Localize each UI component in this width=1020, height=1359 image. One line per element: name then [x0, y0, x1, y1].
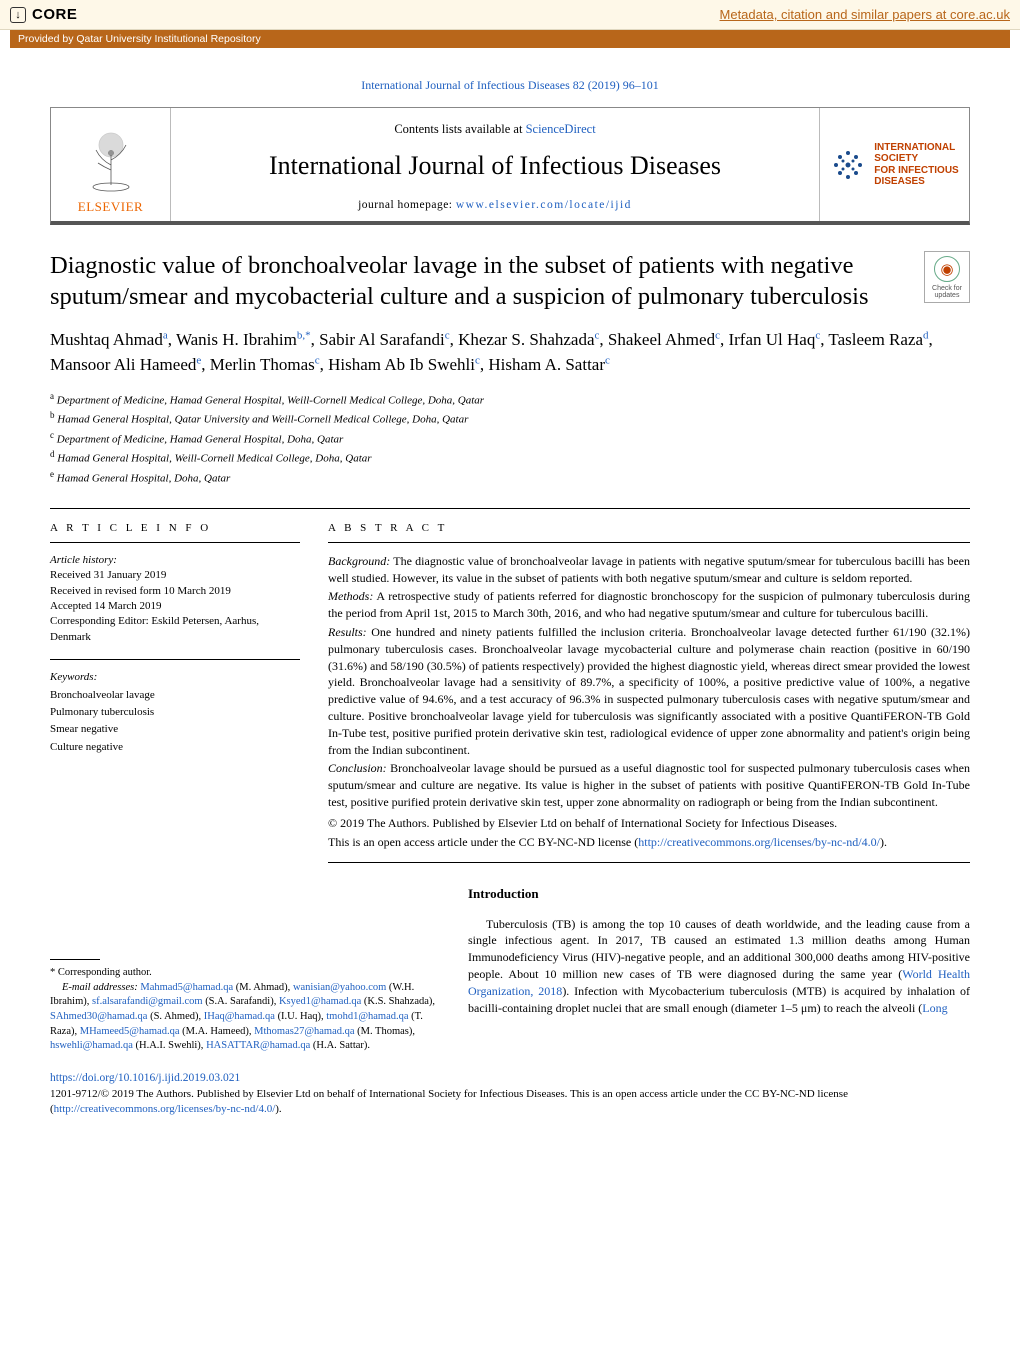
author-email-link[interactable]: sf.alsarafandi@gmail.com [92, 996, 203, 1007]
journal-masthead: ELSEVIER Contents lists available at Sci… [50, 107, 970, 225]
license-link[interactable]: http://creativecommons.org/licenses/by-n… [638, 835, 880, 849]
core-provided-by: Provided by Qatar University Institution… [10, 30, 1010, 48]
history-line: Corresponding Editor: Eskild Petersen, A… [50, 614, 300, 645]
keywords-label: Keywords: [50, 670, 300, 685]
methods-label: Methods: [328, 589, 373, 603]
concl-label: Conclusion: [328, 761, 387, 775]
society-line-1: INTERNATIONAL [874, 142, 958, 154]
society-globe-icon [830, 147, 866, 183]
author-email-link[interactable]: tmohd1@hamad.qa [326, 1011, 408, 1022]
crossmark-icon: ◉ [934, 256, 960, 282]
author-email-link[interactable]: Ksyed1@hamad.qa [279, 996, 361, 1007]
abstract-background: Background: The diagnostic value of bron… [328, 553, 970, 587]
results-text: One hundred and ninety patients fulfille… [328, 625, 970, 757]
society-logo-block: INTERNATIONAL SOCIETY FOR INFECTIOUS DIS… [819, 108, 969, 221]
affiliation-list: a Department of Medicine, Hamad General … [50, 390, 970, 488]
history-line: Accepted 14 March 2019 [50, 599, 300, 614]
author-email-link[interactable]: Mahmad5@hamad.qa [140, 982, 233, 993]
footer-copyright: 1201-9712/© 2019 The Authors. Published … [50, 1087, 970, 1117]
intro-row: * Corresponding author. E-mail addresses… [50, 885, 970, 1054]
article-history-block: Article history: Received 31 January 201… [50, 553, 300, 645]
introduction-heading: Introduction [468, 885, 970, 903]
author-email-link[interactable]: IHaq@hamad.qa [204, 1011, 275, 1022]
abstract-column: A B S T R A C T Background: The diagnost… [328, 513, 970, 864]
keyword: Pulmonary tuberculosis [50, 705, 300, 720]
keyword: Bronchoalveolar lavage [50, 688, 300, 703]
contents-prefix: Contents lists available at [394, 122, 525, 136]
abstract-results: Results: One hundred and ninety patients… [328, 624, 970, 758]
journal-title: International Journal of Infectious Dise… [181, 151, 809, 181]
doi-link[interactable]: https://doi.org/10.1016/j.ijid.2019.03.0… [50, 1072, 970, 1084]
article-info-head: A R T I C L E I N F O [50, 513, 300, 543]
society-line-3: FOR INFECTIOUS [874, 165, 958, 177]
author-email-link[interactable]: SAhmed30@hamad.qa [50, 1011, 147, 1022]
bg-text: The diagnostic value of bronchoalveolar … [328, 554, 970, 585]
history-label: Article history: [50, 553, 300, 568]
footer-license-link[interactable]: http://creativecommons.org/licenses/by-n… [54, 1103, 276, 1115]
masthead-center: Contents lists available at ScienceDirec… [171, 108, 819, 221]
abstract-conclusion: Conclusion: Bronchoalveolar lavage shoul… [328, 760, 970, 810]
keyword: Culture negative [50, 740, 300, 755]
journal-reference: International Journal of Infectious Dise… [50, 78, 970, 93]
divider [50, 508, 970, 509]
intro-pre: Tuberculosis (TB) is among the top 10 ca… [468, 917, 970, 981]
homepage-prefix: journal homepage: [358, 199, 456, 211]
society-name: INTERNATIONAL SOCIETY FOR INFECTIOUS DIS… [874, 142, 958, 188]
email-addresses: E-mail addresses: Mahmad5@hamad.qa (M. A… [50, 981, 440, 1054]
correspondence-block: * Corresponding author. E-mail addresses… [50, 885, 440, 1054]
contents-available-line: Contents lists available at ScienceDirec… [181, 122, 809, 137]
society-line-4: DISEASES [874, 176, 958, 188]
abstract-copyright: © 2019 The Authors. Published by Elsevie… [328, 815, 970, 832]
results-label: Results: [328, 625, 367, 639]
core-logo-text: CORE [32, 6, 77, 23]
homepage-line: journal homepage: www.elsevier.com/locat… [181, 199, 809, 211]
abstract-head: A B S T R A C T [328, 513, 970, 543]
concl-text: Bronchoalveolar lavage should be pursued… [328, 761, 970, 809]
elsevier-wordmark: ELSEVIER [78, 199, 143, 215]
core-download-icon [10, 7, 26, 23]
article-title: Diagnostic value of bronchoalveolar lava… [50, 251, 910, 312]
keyword: Smear negative [50, 722, 300, 737]
author-email-link[interactable]: MHameed5@hamad.qa [80, 1026, 180, 1037]
long-citation-link[interactable]: Long [922, 1001, 947, 1015]
journal-ref-link[interactable]: International Journal of Infectious Dise… [361, 78, 659, 92]
methods-text: A retrospective study of patients referr… [328, 589, 970, 620]
bg-label: Background: [328, 554, 390, 568]
updates-line-2: updates [927, 292, 967, 299]
abstract-license-line: This is an open access article under the… [328, 834, 970, 851]
check-for-updates-badge[interactable]: ◉ Check for updates [924, 251, 970, 303]
author-email-link[interactable]: Mthomas27@hamad.qa [254, 1026, 354, 1037]
page-content: International Journal of Infectious Dise… [0, 52, 1020, 1147]
license-suffix: ). [880, 835, 887, 849]
footer-post: ). [275, 1103, 281, 1115]
abstract-methods: Methods: A retrospective study of patien… [328, 588, 970, 622]
title-row: Diagnostic value of bronchoalveolar lava… [50, 251, 970, 312]
license-prefix: This is an open access article under the… [328, 835, 638, 849]
sciencedirect-link[interactable]: ScienceDirect [526, 122, 596, 136]
core-brand: CORE [10, 6, 77, 23]
core-banner: CORE Metadata, citation and similar pape… [0, 0, 1020, 30]
elsevier-tree-icon [76, 125, 146, 195]
author-email-link[interactable]: wanisian@yahoo.com [293, 982, 386, 993]
author-list: Mushtaq Ahmada, Wanis H. Ibrahimb,*, Sab… [50, 328, 970, 377]
keywords-block: Keywords: Bronchoalveolar lavage Pulmona… [50, 670, 300, 755]
author-email-link[interactable]: hswehli@hamad.qa [50, 1040, 133, 1051]
article-info-column: A R T I C L E I N F O Article history: R… [50, 513, 300, 864]
corresponding-author-note: * Corresponding author. [50, 966, 440, 981]
history-line: Received 31 January 2019 [50, 568, 300, 583]
info-abstract-row: A R T I C L E I N F O Article history: R… [50, 513, 970, 864]
core-metadata-link[interactable]: Metadata, citation and similar papers at… [720, 7, 1010, 22]
journal-homepage-link[interactable]: www.elsevier.com/locate/ijid [456, 199, 632, 211]
elsevier-logo-block: ELSEVIER [51, 108, 171, 221]
introduction-paragraph: Tuberculosis (TB) is among the top 10 ca… [468, 916, 970, 1017]
history-line: Received in revised form 10 March 2019 [50, 584, 300, 599]
divider [328, 862, 970, 863]
updates-line-1: Check for [927, 285, 967, 292]
society-line-2: SOCIETY [874, 153, 958, 165]
author-email-link[interactable]: HASATTAR@hamad.qa [206, 1040, 310, 1051]
introduction-column: Introduction Tuberculosis (TB) is among … [468, 885, 970, 1054]
divider [50, 659, 300, 660]
